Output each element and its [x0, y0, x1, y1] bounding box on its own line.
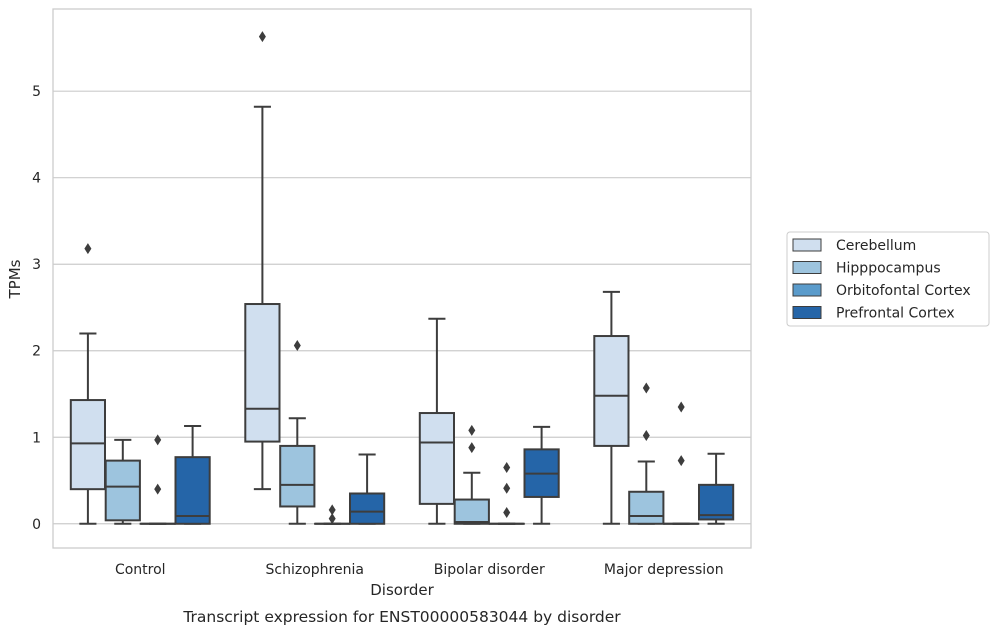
box-cerebellum-control — [69, 243, 107, 525]
box-cerebellum-bipolar-disorder — [418, 317, 456, 525]
outlier-point — [503, 482, 511, 494]
y-tick-label-5: 5 — [32, 84, 41, 100]
box-hipppocampus-bipolar-disorder — [453, 424, 490, 525]
legend-entries: Cerebellum Hipppocampus Orbitofontal Corte… — [792, 238, 971, 322]
legend-item-hipppocampus: Hipppocampus — [792, 261, 941, 277]
legend-label: Prefrontal Cortex — [836, 306, 955, 322]
outlier-point — [468, 424, 476, 436]
series-prefrontal-cortex — [174, 425, 735, 525]
outlier-point — [258, 31, 266, 43]
series-hipppocampus — [104, 340, 665, 525]
box-body — [174, 456, 211, 525]
legend-label: Cerebellum — [836, 238, 916, 254]
outlier-point — [503, 462, 511, 474]
legend-label: Orbitofontal Cortex — [836, 283, 971, 299]
box-orbitofontal-cortex-control — [139, 434, 176, 525]
outlier-point — [503, 507, 511, 519]
box-body — [348, 492, 386, 525]
x-tick-label-control: Control — [115, 562, 166, 578]
y-tick-label-4: 4 — [32, 171, 41, 187]
chart-caption: Transcript expression for ENST0000058304… — [182, 608, 621, 626]
legend-swatch — [792, 306, 822, 319]
outlier-point — [84, 243, 92, 255]
box-body — [279, 444, 316, 508]
outlier-point — [677, 455, 685, 467]
box-series — [69, 31, 735, 525]
series-cerebellum — [69, 31, 630, 525]
box-body — [593, 335, 630, 447]
box-cerebellum-major-depression — [593, 290, 630, 525]
box-cerebellum-schizophrenia — [244, 31, 281, 491]
outlier-point — [642, 382, 650, 394]
box-hipppocampus-control — [104, 438, 141, 525]
box-body — [418, 412, 456, 505]
y-tick-label-0: 0 — [32, 517, 41, 533]
legend-item-prefrontal-cortex: Prefrontal Cortex — [792, 306, 955, 322]
legend-label: Hipppocampus — [836, 261, 941, 277]
y-axis-ticks: 0 1 2 3 4 5 — [32, 84, 41, 533]
series-orbitofontal-cortex — [139, 401, 700, 525]
plot-area-frame — [52, 8, 752, 549]
legend-item-orbitofontal-cortex: Orbitofontal Cortex — [792, 283, 971, 299]
x-tick-label-bipolar-disorder: Bipolar disorder — [434, 562, 545, 578]
outlier-point — [677, 401, 685, 413]
y-tick-label-1: 1 — [32, 430, 41, 446]
box-hipppocampus-major-depression — [628, 382, 665, 525]
x-axis-title: Disorder — [370, 581, 434, 599]
outlier-point — [293, 340, 301, 352]
x-axis-ticks: Control Schizophrenia Bipolar disorder Majo… — [115, 562, 724, 578]
box-body — [628, 490, 665, 525]
outlier-point — [154, 434, 162, 446]
box-prefrontal-cortex-control — [174, 425, 211, 525]
box-body — [697, 483, 735, 521]
box-body — [69, 399, 107, 491]
box-body — [104, 459, 141, 522]
y-tick-label-2: 2 — [32, 344, 41, 360]
outlier-point — [328, 504, 336, 516]
legend-swatch — [792, 283, 822, 297]
box-orbitofontal-cortex-bipolar-disorder — [488, 462, 525, 525]
box-body — [453, 498, 490, 525]
gridlines — [53, 90, 751, 525]
outlier-point — [328, 513, 336, 525]
box-orbitofontal-cortex-major-depression — [663, 401, 700, 525]
y-axis-title: TPMs — [6, 259, 24, 299]
box-prefrontal-cortex-schizophrenia — [348, 453, 386, 525]
legend: Cerebellum Hipppocampus Orbitofontal Corte… — [786, 231, 990, 327]
x-tick-label-major-depression: Major depression — [604, 562, 724, 578]
box-prefrontal-cortex-major-depression — [697, 452, 735, 525]
legend-swatch — [792, 261, 822, 274]
legend-swatch — [792, 238, 822, 252]
box-hipppocampus-schizophrenia — [279, 340, 316, 525]
outlier-point — [642, 430, 650, 442]
y-tick-label-3: 3 — [32, 257, 41, 273]
legend-frame — [786, 231, 990, 327]
box-prefrontal-cortex-bipolar-disorder — [523, 425, 560, 525]
legend-item-cerebellum: Cerebellum — [792, 238, 916, 254]
x-tick-label-schizophrenia: Schizophrenia — [266, 562, 364, 578]
outlier-point — [468, 442, 476, 454]
outlier-point — [154, 483, 162, 495]
box-body — [244, 303, 281, 443]
box-orbitofontal-cortex-schizophrenia — [314, 504, 351, 525]
